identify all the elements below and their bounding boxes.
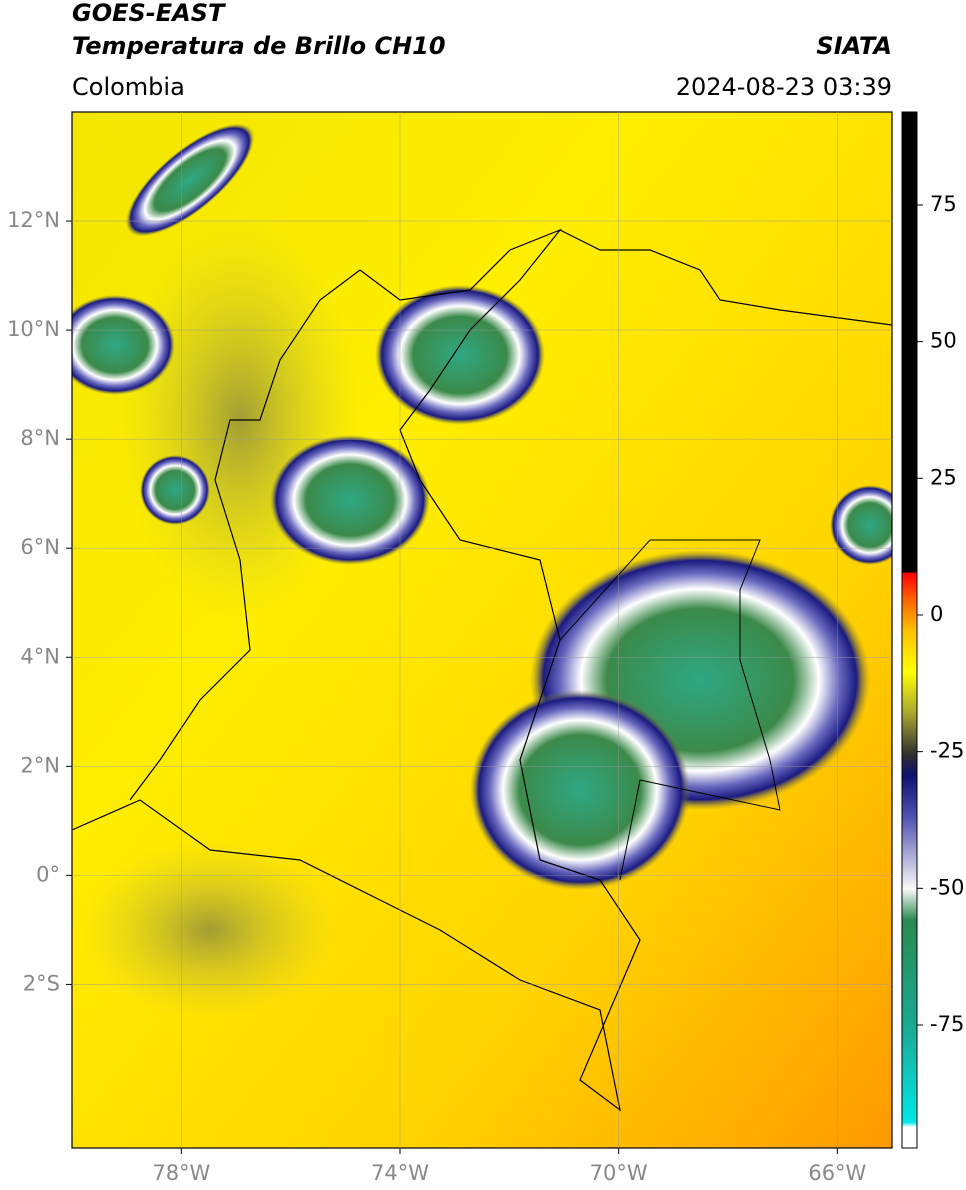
- colorbar-tick-label: 25: [930, 465, 957, 489]
- storm: [375, 285, 545, 425]
- storm: [470, 690, 690, 890]
- storm: [270, 435, 430, 565]
- border: [559, 539, 781, 881]
- y-tick-label: 12°N: [7, 208, 60, 232]
- y-tick-label: 0°: [36, 862, 60, 886]
- storm: [125, 123, 255, 237]
- storm: [72, 295, 175, 395]
- storm: [830, 485, 892, 565]
- y-tick-label: 4°N: [20, 644, 60, 668]
- x-tick-label: 74°W: [371, 1161, 429, 1185]
- title: GOES-EAST: [72, 0, 226, 27]
- y-tick-label: 2°S: [23, 971, 60, 995]
- coastline: [559, 229, 892, 326]
- source: SIATA: [816, 32, 892, 60]
- colorbar-tick-label: -50: [930, 875, 964, 899]
- y-tick-label: 8°N: [20, 426, 60, 450]
- colorbar-tick-label: 0: [930, 602, 943, 626]
- colorbar-tick-label: 50: [930, 329, 957, 353]
- colorbar: [901, 111, 918, 1149]
- imagery: [72, 112, 892, 1148]
- region: Colombia: [72, 73, 185, 101]
- x-tick-label: 70°W: [590, 1161, 648, 1185]
- x-tick-label: 66°W: [808, 1161, 866, 1185]
- colorbar-tick-label: -75: [930, 1012, 964, 1036]
- colorbar-tick-label: 75: [930, 192, 957, 216]
- storm: [140, 455, 210, 525]
- datetime: 2024-08-23 03:39: [676, 73, 892, 101]
- colorbar-tick-label: -25: [930, 739, 964, 763]
- haze: [80, 840, 340, 1020]
- x-tick-label: 78°W: [152, 1161, 210, 1185]
- y-tick-label: 6°N: [20, 535, 60, 559]
- map-frame: [71, 111, 893, 1149]
- subtitle: Temperatura de Brillo CH10: [72, 32, 446, 60]
- y-tick-label: 10°N: [7, 317, 60, 341]
- y-tick-label: 2°N: [20, 753, 60, 777]
